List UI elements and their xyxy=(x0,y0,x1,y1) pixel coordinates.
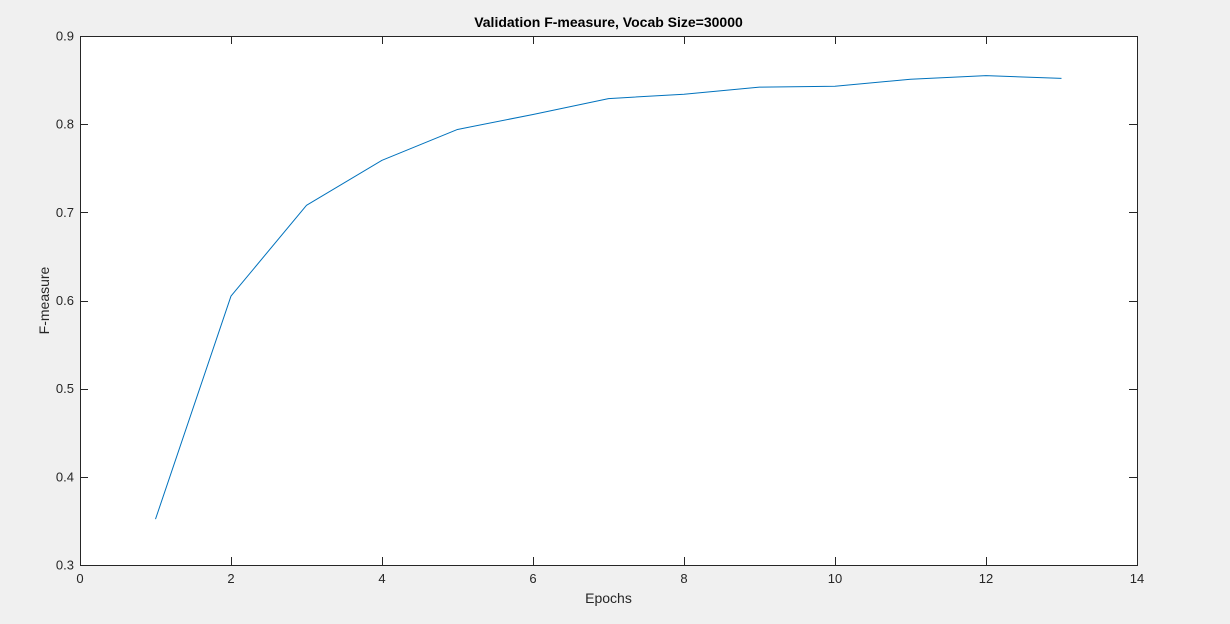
y-tick-label: 0.6 xyxy=(56,293,74,308)
x-tick-label: 2 xyxy=(227,571,234,586)
y-tick-label: 0.7 xyxy=(56,205,74,220)
chart-title: Validation F-measure, Vocab Size=30000 xyxy=(474,14,743,30)
series-line xyxy=(155,75,1062,520)
x-tick-label: 6 xyxy=(529,571,536,586)
y-tick-label: 0.5 xyxy=(56,381,74,396)
y-tick-label: 0.9 xyxy=(56,29,74,44)
x-tick-label: 0 xyxy=(76,571,83,586)
x-tick-label: 10 xyxy=(828,571,842,586)
plot-area xyxy=(80,36,1137,565)
series-layer xyxy=(155,75,1062,520)
x-tick-label: 12 xyxy=(979,571,993,586)
tick-layer: 0 2 4 6 8 10 12 14 0.3 0.4 0.5 0.6 0.7 0.8 0.9 xyxy=(56,29,1144,587)
y-tick-label: 0.8 xyxy=(56,117,74,132)
x-axis-label: Epochs xyxy=(585,590,632,606)
y-axis-label: F-measure xyxy=(36,266,52,334)
x-tick-label: 4 xyxy=(378,571,385,586)
x-tick-label: 14 xyxy=(1130,571,1144,586)
x-tick-label: 8 xyxy=(680,571,687,586)
y-tick-label: 0.3 xyxy=(56,558,74,573)
y-tick-label: 0.4 xyxy=(56,469,74,484)
